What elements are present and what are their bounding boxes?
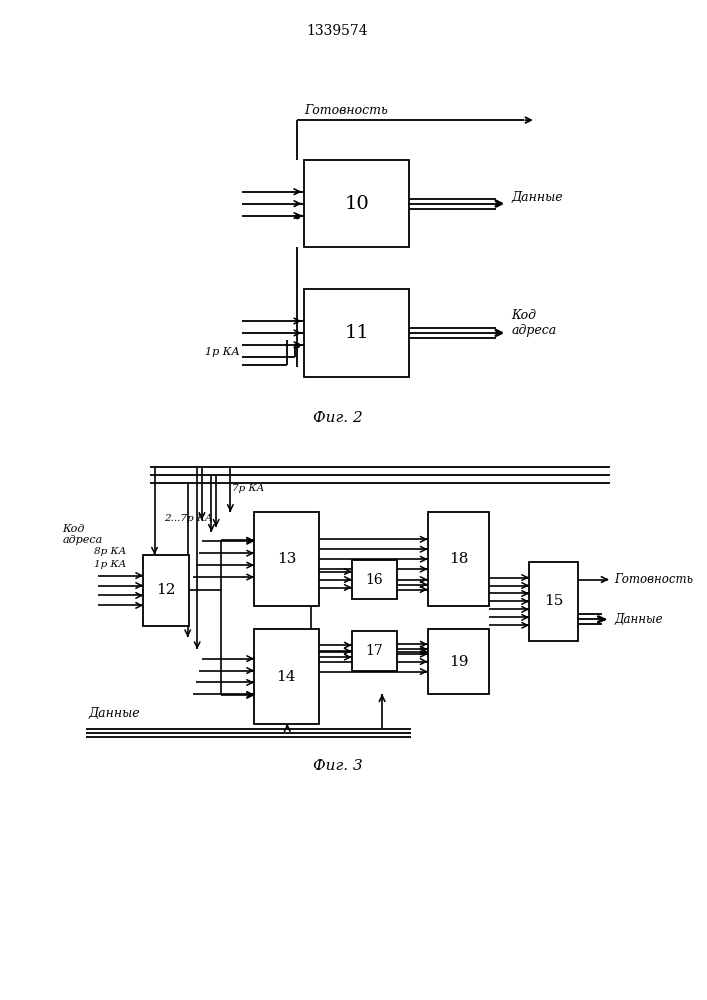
- Text: 14: 14: [276, 670, 296, 684]
- Text: 10: 10: [344, 195, 369, 213]
- Text: 15: 15: [544, 594, 563, 608]
- Bar: [254, 512, 319, 606]
- Text: Фиг. 2: Фиг. 2: [312, 411, 363, 425]
- Text: Готовность: Готовность: [614, 573, 694, 586]
- Text: Данные: Данные: [614, 613, 663, 626]
- Text: 13: 13: [276, 552, 296, 566]
- Bar: [304, 160, 409, 247]
- Bar: [304, 289, 409, 377]
- Text: 1р КА: 1р КА: [205, 347, 240, 357]
- Text: Фиг. 3: Фиг. 3: [312, 759, 363, 773]
- Text: 2...7р КА: 2...7р КА: [164, 514, 213, 523]
- Text: Код
адреса: Код адреса: [511, 309, 556, 337]
- Bar: [428, 512, 489, 606]
- Text: 1339574: 1339574: [307, 24, 368, 38]
- Text: 11: 11: [344, 324, 369, 342]
- Bar: [529, 562, 578, 641]
- Text: 7р КА: 7р КА: [233, 484, 264, 493]
- Text: 17: 17: [366, 644, 383, 658]
- Bar: [428, 629, 489, 694]
- Text: 8р КА: 8р КА: [94, 547, 126, 556]
- Text: 16: 16: [366, 573, 383, 587]
- Bar: [352, 560, 397, 599]
- Text: 18: 18: [449, 552, 468, 566]
- Bar: [143, 555, 189, 626]
- Text: 12: 12: [156, 583, 175, 597]
- Bar: [352, 631, 397, 671]
- Text: Готовность: Готовность: [304, 104, 388, 117]
- Text: Данные: Данные: [88, 707, 140, 720]
- Text: Данные: Данные: [511, 191, 563, 204]
- Text: 1р КА: 1р КА: [94, 560, 126, 569]
- Text: 19: 19: [449, 655, 468, 669]
- Text: Код
адреса: Код адреса: [62, 524, 103, 545]
- Bar: [254, 629, 319, 724]
